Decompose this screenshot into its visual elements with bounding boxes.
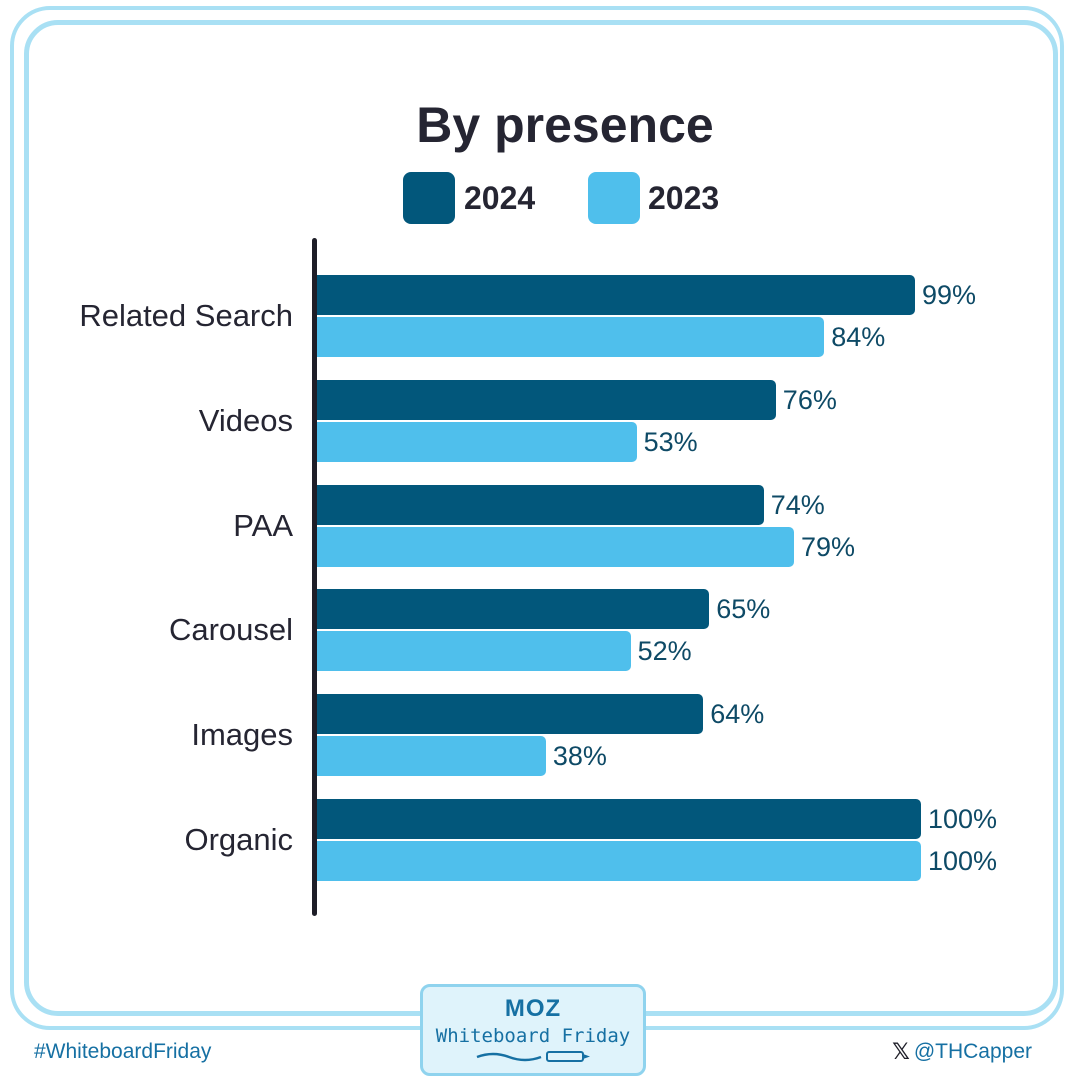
bar-2023 — [316, 421, 637, 462]
category-label: Images — [191, 717, 293, 753]
value-label: 76% — [782, 384, 837, 415]
bar-2024 — [316, 589, 710, 630]
hashtag-text: #WhiteboardFriday — [34, 1040, 212, 1063]
bar-2023 — [316, 526, 794, 567]
bar-2024 — [316, 379, 776, 420]
bar-2024 — [316, 799, 921, 839]
value-label: 74% — [770, 489, 825, 520]
value-label: 64% — [710, 699, 765, 730]
legend-swatch-2023 — [588, 172, 640, 224]
legend-swatch-2024 — [403, 172, 455, 224]
category-label: PAA — [233, 507, 293, 543]
value-label: 100% — [928, 846, 998, 876]
category-label: Carousel — [168, 612, 293, 648]
legend-label-2023: 2023 — [648, 180, 720, 216]
category-label: Related Search — [79, 298, 293, 333]
whiteboard-friday-badge: MOZ Whiteboard Friday — [420, 984, 646, 1076]
value-label: 38% — [552, 741, 607, 772]
moz-logo: MOZ — [504, 995, 562, 1022]
category-label: Organic — [184, 822, 293, 857]
badge-text: Whiteboard Friday — [435, 1025, 631, 1047]
chart-title: By presence — [416, 97, 714, 153]
legend-label-2024: 2024 — [464, 180, 536, 216]
value-label: 79% — [800, 531, 855, 562]
bar-2024 — [316, 275, 915, 315]
bar-2024 — [316, 694, 704, 735]
twitter-handle: 𝕏 @THCapper — [892, 1040, 1032, 1064]
y-axis-line — [312, 238, 317, 916]
x-logo-icon: 𝕏 — [892, 1039, 910, 1064]
marker-scribble-icon — [476, 1051, 590, 1062]
value-label: 65% — [716, 594, 771, 625]
bar-2023 — [316, 841, 921, 881]
value-label: 99% — [921, 280, 976, 310]
bar-2024 — [316, 484, 764, 525]
bar-2023 — [316, 736, 546, 777]
handle-text: @THCapper — [913, 1040, 1032, 1063]
value-label: 53% — [643, 426, 698, 457]
value-label: 100% — [928, 804, 998, 834]
category-label: Videos — [198, 402, 293, 438]
bar-2023 — [316, 631, 631, 672]
value-label: 84% — [831, 322, 886, 352]
value-label: 52% — [637, 636, 692, 667]
bar-2023 — [316, 317, 825, 357]
